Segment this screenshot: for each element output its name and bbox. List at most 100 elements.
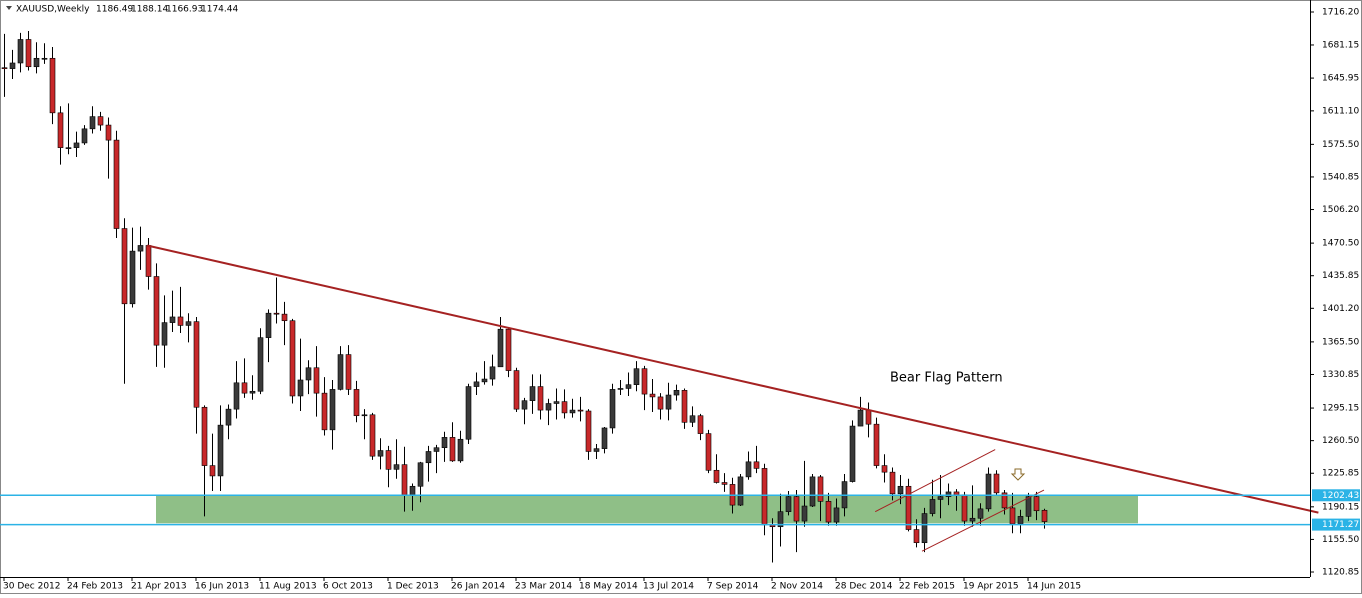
bull-body (161, 322, 168, 346)
bear-body (345, 354, 352, 390)
bull-body (433, 447, 440, 452)
bear-body (449, 437, 456, 462)
y-tick-label: 1225.85 (1322, 469, 1359, 479)
bull-body (921, 513, 928, 544)
bear-body (241, 382, 248, 394)
bear-body (25, 39, 32, 68)
price-label-box (1312, 518, 1360, 531)
y-tick-label: 1155.50 (1322, 535, 1359, 545)
bull-body (689, 415, 696, 423)
bear-body (97, 116, 104, 126)
bear-body (369, 414, 376, 457)
bear-body (273, 312, 280, 315)
bull-body (489, 366, 496, 380)
bull-body (849, 425, 856, 482)
bull-body (617, 388, 624, 390)
bear-body (513, 370, 520, 410)
bull-body (409, 485, 416, 496)
bull-body (801, 505, 808, 522)
bear-body (713, 469, 720, 483)
bear-body (353, 389, 360, 417)
close: 1174.44 (201, 5, 238, 15)
y-tick-label: 1611.10 (1322, 106, 1359, 116)
bear-body (641, 368, 648, 395)
bear-body (321, 392, 328, 431)
bull-body (249, 390, 256, 394)
x-tick-label: 11 Aug 2013 (259, 582, 317, 592)
annotation: Bear Flag Pattern (890, 371, 1003, 386)
bull-body (417, 462, 424, 487)
bull-body (33, 57, 40, 68)
bull-body (777, 511, 784, 528)
bull-body (593, 448, 600, 452)
bull-body (737, 476, 744, 506)
bear-body (993, 473, 1000, 494)
bear-body (761, 468, 768, 526)
bull-body (129, 250, 136, 305)
x-tick-label: 28 Dec 2014 (835, 582, 893, 592)
bear-body (881, 465, 888, 473)
x-tick-label: 24 Feb 2013 (67, 582, 123, 592)
x-tick-label: 7 Sep 2014 (707, 582, 759, 592)
bull-body (625, 384, 632, 389)
bull-body (185, 321, 192, 326)
x-tick-label: 6 Oct 2013 (323, 582, 373, 592)
bull-body (937, 496, 944, 500)
y-tick-label: 1330.85 (1322, 370, 1359, 380)
bull-body (985, 473, 992, 510)
bear-body (913, 529, 920, 544)
bull-body (977, 508, 984, 519)
bull-body (297, 379, 304, 397)
bear-body (873, 423, 880, 466)
bear-body (865, 409, 872, 425)
open: 1186.49 (96, 5, 133, 15)
x-tick-label: 18 May 2014 (579, 582, 638, 592)
bear-body (201, 406, 208, 466)
bull-body (217, 424, 224, 477)
bear-body (1, 67, 8, 69)
bear-body (193, 321, 200, 408)
bear-body (177, 316, 184, 326)
bear-body (697, 415, 704, 434)
y-tick-label: 1575.50 (1322, 140, 1359, 150)
bear-body (961, 494, 968, 522)
bear-body (657, 396, 664, 410)
bear-body (905, 485, 912, 530)
bear-body (793, 496, 800, 522)
bull-body (233, 382, 240, 410)
y-tick-label: 1716.20 (1322, 8, 1359, 18)
bear-body (537, 386, 544, 411)
bull-body (457, 438, 464, 462)
bear-body (385, 450, 392, 470)
x-tick-label: 23 Mar 2014 (515, 582, 572, 592)
bull-body (481, 378, 488, 383)
bull-body (473, 381, 480, 387)
bear-body (121, 228, 128, 305)
bear-body (49, 57, 56, 114)
bull-body (569, 409, 576, 414)
x-tick-label: 19 Apr 2015 (963, 582, 1019, 592)
bear-body (889, 471, 896, 495)
bear-body (505, 328, 512, 371)
trendline (146, 244, 1319, 514)
y-tick-label: 1435.85 (1322, 271, 1359, 281)
y-tick-label: 1645.95 (1322, 74, 1359, 84)
bear-body (721, 482, 728, 485)
bull-body (857, 409, 864, 427)
plot-area (1, 31, 1319, 563)
bear-body (1001, 492, 1008, 509)
bull-body (465, 386, 472, 440)
bull-body (665, 394, 672, 410)
x-tick-label: 2 Nov 2014 (771, 582, 823, 592)
bull-body (73, 142, 80, 148)
bear-body (825, 501, 832, 523)
down-arrow-icon (1010, 468, 1026, 481)
y-tick-label: 1365.50 (1322, 337, 1359, 347)
bear-body (705, 433, 712, 471)
bear-body (1009, 507, 1016, 525)
bull-body (609, 389, 616, 429)
x-tick-label: 16 Jun 2013 (195, 582, 249, 592)
bear-body (649, 393, 656, 398)
bull-body (553, 401, 560, 404)
bear-body (1041, 509, 1048, 522)
